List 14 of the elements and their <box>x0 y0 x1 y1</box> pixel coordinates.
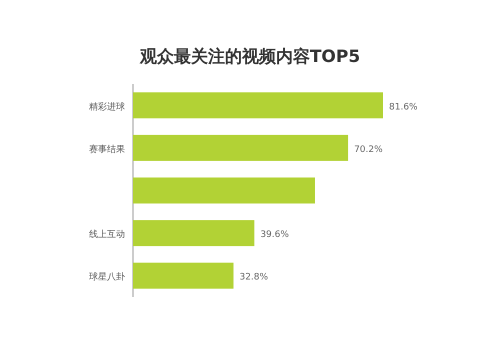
bar <box>133 134 348 161</box>
data-label: 81.6% <box>389 102 418 112</box>
bar <box>133 92 383 118</box>
data-label: 70.2% <box>354 144 384 155</box>
data-label: 39.6% <box>260 230 290 240</box>
y-tick-label: 精彩进球 <box>89 101 125 112</box>
y-tick-label: 线上互动 <box>89 229 125 240</box>
data-label: 32.8% <box>239 272 269 283</box>
bar <box>133 178 315 204</box>
bar <box>133 262 234 289</box>
chart-title: 观众最关注的视频内容TOP5 <box>138 47 360 67</box>
y-tick-label: 赛事结果 <box>89 144 125 155</box>
bar <box>133 220 254 246</box>
y-tick-label: 球星八卦 <box>89 272 125 283</box>
